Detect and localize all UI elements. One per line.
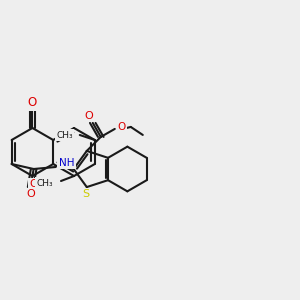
Text: O: O [118, 122, 126, 132]
Text: NH: NH [58, 158, 74, 168]
Text: CH₃: CH₃ [36, 178, 53, 188]
Text: O: O [84, 111, 93, 121]
Text: CH₃: CH₃ [56, 130, 73, 140]
Text: O: O [26, 189, 35, 199]
Text: O: O [28, 97, 37, 110]
Text: S: S [82, 189, 89, 199]
Text: O: O [29, 179, 38, 189]
